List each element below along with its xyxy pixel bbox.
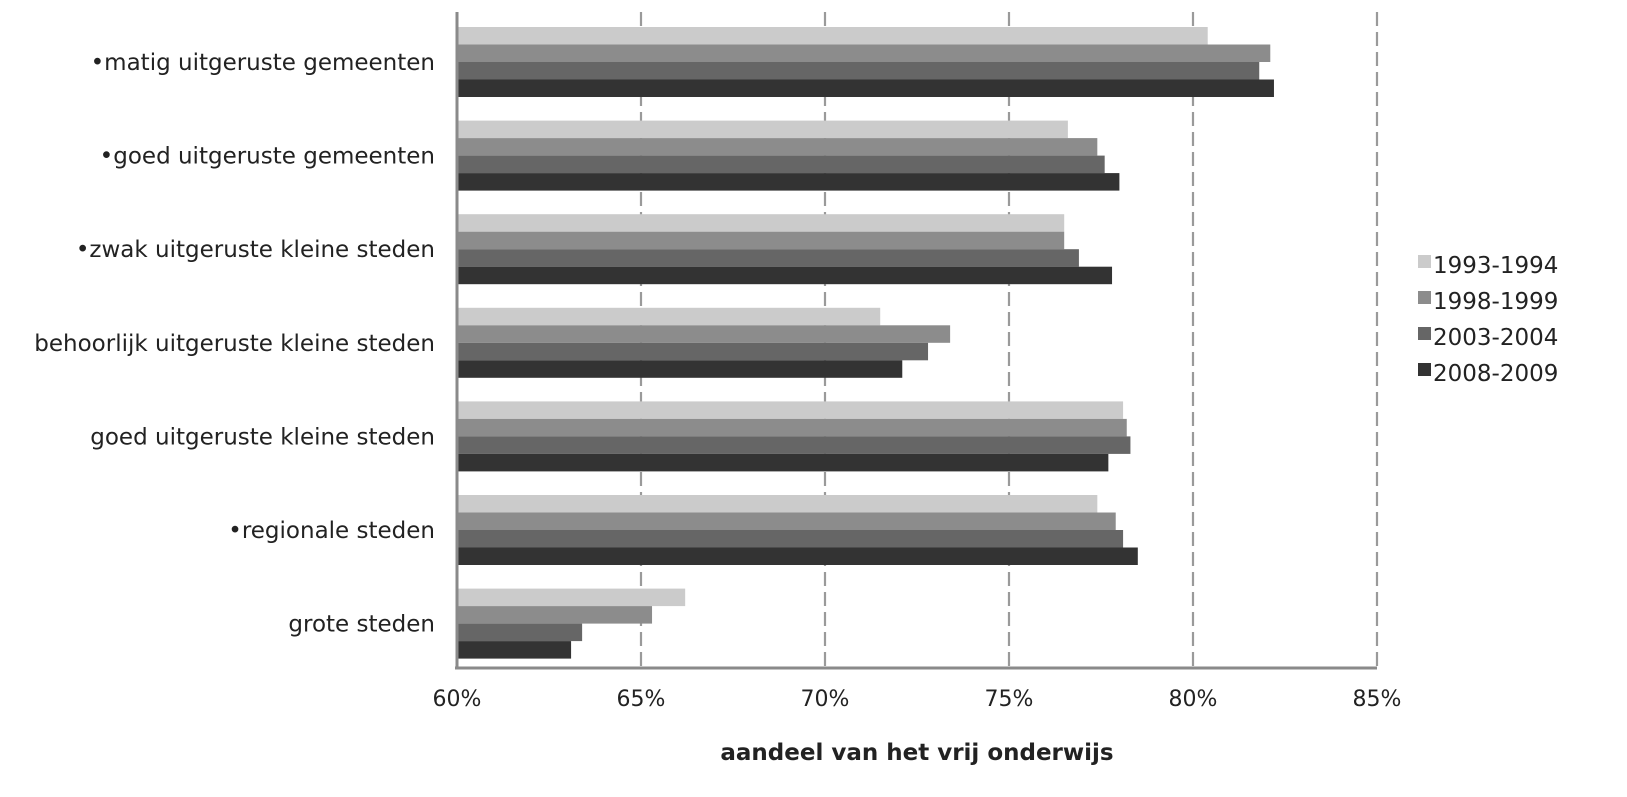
bar: 2008-2009: 78%	[457, 173, 1120, 191]
bar: 2008-2009: 77.8%	[457, 266, 1113, 285]
bar: 2008-2009: 78.5%	[457, 547, 1138, 565]
legend: 1993-1994 1998-1999 2003-2004 2008-2009	[1418, 253, 1558, 387]
legend-swatch	[1418, 291, 1431, 304]
category-label: •matig uitgeruste gemeenten	[91, 50, 435, 76]
bar-group: 1993-1994: 66.2%1998-1999: 65.3%2003-200…	[457, 588, 686, 659]
category-label: •regionale steden	[228, 518, 435, 544]
bar-group: 1993-1994: 80.4%1998-1999: 82.1%2003-200…	[457, 27, 1274, 97]
bar: 1998-1999: 82.1%	[457, 44, 1271, 62]
bar: 1993-1994: 77.4%	[457, 495, 1098, 513]
x-tick-labels: 60% 65% 70% 75% 80% 85%	[433, 687, 1402, 712]
category-label: •goed uitgeruste gemeenten	[100, 144, 435, 170]
bar: 1993-1994: 80.4%	[457, 27, 1208, 45]
x-tick-label: 65%	[617, 687, 666, 712]
bar: 1998-1999: 78.2%	[457, 418, 1127, 437]
bar: 1998-1999: 77.9%	[457, 512, 1116, 530]
bar: 1998-1999: 76.5%	[457, 231, 1065, 250]
bar: 1993-1994: 71.5%	[457, 307, 881, 326]
bar: 2008-2009: 77.7%	[457, 453, 1109, 472]
bar: 2003-2004: 72.8%	[457, 342, 929, 361]
x-tick-label: 60%	[433, 687, 482, 712]
legend-label: 1993-1994	[1433, 253, 1558, 279]
legend-label: 2003-2004	[1433, 325, 1558, 351]
legend-swatch	[1418, 327, 1431, 340]
category-label: grote steden	[288, 612, 435, 638]
bar: 1993-1994: 76.6%	[457, 120, 1068, 139]
legend-label: 2008-2009	[1433, 361, 1558, 387]
bar-group: 1993-1994: 77.4%1998-1999: 77.9%2003-200…	[457, 495, 1138, 565]
bar: 2003-2004: 81.8%	[457, 62, 1260, 80]
bar: 1993-1994: 66.2%	[457, 588, 686, 607]
bar-group: 1993-1994: 76.6%1998-1999: 77.4%2003-200…	[457, 120, 1120, 191]
bar: 1993-1994: 76.5%	[457, 214, 1065, 232]
bar: 1993-1994: 78.1%	[457, 401, 1124, 419]
bar: 2003-2004: 78.1%	[457, 530, 1124, 548]
bar: 1998-1999: 65.3%	[457, 606, 653, 624]
bar: 2003-2004: 76.9%	[457, 249, 1079, 267]
bar: 1998-1999: 73.4%	[457, 325, 951, 343]
x-tick-label: 85%	[1353, 687, 1402, 712]
bar: 1998-1999: 77.4%	[457, 138, 1098, 156]
legend-swatch	[1418, 363, 1431, 376]
legend-label: 1998-1999	[1433, 289, 1558, 315]
x-axis-title: aandeel van het vrij onderwijs	[720, 740, 1113, 766]
bar: 2003-2004: 63.4%	[457, 623, 583, 642]
bar: 2008-2009: 63.1%	[457, 641, 572, 659]
legend-swatch	[1418, 255, 1431, 268]
category-labels: •matig uitgeruste gemeenten •goed uitgeru…	[34, 50, 435, 638]
bar: 2008-2009: 82.2%	[457, 79, 1274, 97]
bar: 2003-2004: 78.3%	[457, 436, 1131, 454]
x-tick-label: 70%	[801, 687, 850, 712]
bar-group: 1993-1994: 76.5%1998-1999: 76.5%2003-200…	[457, 214, 1113, 285]
bars: 1993-1994: 80.4%1998-1999: 82.1%2003-200…	[457, 27, 1274, 659]
category-label: •zwak uitgeruste kleine steden	[76, 237, 435, 263]
category-label: behoorlijk uitgeruste kleine steden	[34, 331, 435, 357]
bar: 2003-2004: 77.6%	[457, 155, 1105, 174]
category-label: goed uitgeruste kleine steden	[90, 424, 435, 450]
x-tick-label: 75%	[985, 687, 1034, 712]
x-tick-label: 80%	[1169, 687, 1218, 712]
bar-group: 1993-1994: 78.1%1998-1999: 78.2%2003-200…	[457, 401, 1131, 472]
bar: 2008-2009: 72.1%	[457, 360, 903, 378]
bar-group: 1993-1994: 71.5%1998-1999: 73.4%2003-200…	[457, 307, 951, 378]
